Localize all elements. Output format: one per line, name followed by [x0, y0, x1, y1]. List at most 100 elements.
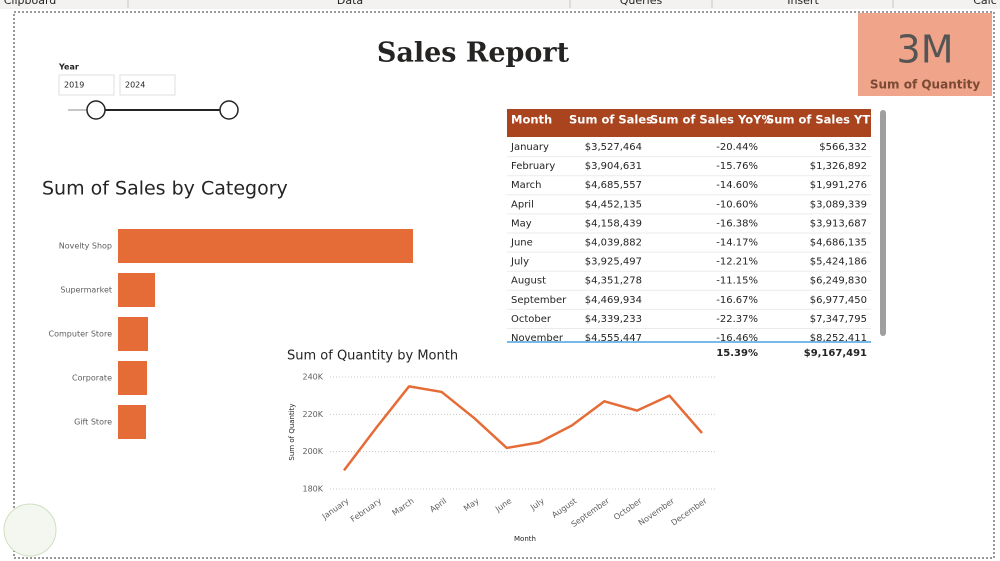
cell: -16.38% — [716, 218, 758, 229]
report-title: Sales Report — [377, 38, 570, 69]
canvas-border — [13, 11, 995, 559]
x-tick-label: February — [349, 496, 383, 524]
cell: $6,249,830 — [810, 276, 867, 287]
cell: -11.15% — [716, 276, 758, 287]
cell: July — [510, 257, 529, 268]
bar-chart-title: Sum of Sales by Category — [42, 178, 288, 200]
cell: May — [511, 218, 532, 229]
cell: October — [511, 314, 552, 325]
column-header: Sum of Sales YoY% — [650, 113, 773, 127]
cell: $3,904,631 — [585, 161, 642, 172]
cell: September — [511, 295, 567, 306]
slicer-title: Year — [58, 63, 79, 72]
table-clip — [507, 342, 871, 372]
cell: April — [511, 199, 534, 210]
x-tick-label: July — [528, 496, 546, 512]
cell: $4,555,447 — [585, 333, 642, 344]
line — [343, 385, 703, 472]
cell: $6,977,450 — [810, 295, 867, 306]
cell: March — [511, 180, 541, 191]
y-tick-label: 240K — [302, 373, 323, 382]
cell: -16.46% — [716, 333, 758, 344]
bar — [118, 317, 148, 351]
y-tick-label: 220K — [302, 410, 323, 419]
cell: -10.60% — [716, 199, 758, 210]
x-tick-label: June — [493, 496, 513, 514]
category-label: Gift Store — [74, 418, 112, 427]
cell: $4,469,934 — [585, 295, 642, 306]
total-yoy: 15.39% — [716, 348, 758, 359]
cell: $8,252,411 — [810, 333, 867, 344]
cell: $3,925,497 — [585, 257, 642, 268]
column-header: Sum of Sales YTD — [766, 113, 880, 127]
category-label: Novelty Shop — [59, 242, 112, 251]
ribbon-group: Clipboard — [4, 0, 57, 7]
y-tick-label: 180K — [302, 485, 323, 494]
slicer-to-box[interactable] — [119, 74, 176, 96]
category-label: Computer Store — [49, 330, 113, 339]
cell: $1,991,276 — [810, 180, 867, 191]
cell: August — [511, 276, 546, 287]
slicer-from: 2019 — [64, 81, 84, 90]
ribbon — [0, 0, 1000, 9]
bar — [118, 229, 413, 263]
x-tick-label: August — [550, 496, 578, 519]
cell: November — [511, 333, 564, 344]
category-label: Corporate — [72, 374, 112, 383]
cell: -20.44% — [716, 142, 758, 153]
card[interactable] — [858, 13, 992, 96]
cell: $3,913,687 — [810, 218, 867, 229]
slider-handle[interactable] — [219, 100, 239, 120]
bar — [118, 273, 155, 307]
card-value: 3M — [897, 28, 954, 72]
x-tick-label: April — [428, 496, 448, 514]
cell: $3,527,464 — [585, 142, 642, 153]
total-ytd: $9,167,491 — [804, 348, 867, 359]
x-tick-label: January — [320, 496, 351, 521]
ribbon-group: Insert — [787, 0, 819, 7]
cell: -16.67% — [716, 295, 758, 306]
cell: $4,039,882 — [585, 238, 642, 249]
bar — [118, 361, 147, 395]
cell: $4,158,439 — [585, 218, 642, 229]
ribbon-group: Calc — [973, 0, 997, 7]
line-chart-title: Sum of Quantity by Month — [287, 349, 458, 364]
table-header — [507, 109, 871, 137]
y-axis-title: Sum of Quantity — [288, 403, 296, 460]
cell: February — [511, 161, 555, 172]
card-label: Sum of Quantity — [870, 78, 980, 92]
x-tick-label: December — [669, 496, 709, 528]
cell: -14.60% — [716, 180, 758, 191]
cell: $1,326,892 — [810, 161, 867, 172]
cell: January — [510, 142, 549, 153]
slider-handle[interactable] — [86, 100, 106, 120]
cell: $4,452,135 — [585, 199, 642, 210]
column-header: Sum of Sales — [569, 113, 653, 127]
scrollbar[interactable] — [880, 110, 886, 336]
logo — [3, 503, 57, 557]
x-axis-title: Month — [514, 535, 536, 543]
category-label: Supermarket — [60, 286, 112, 295]
cell: -14.17% — [716, 238, 758, 249]
cell: -22.37% — [716, 314, 758, 325]
cell: $5,424,186 — [810, 257, 867, 268]
cell: $566,332 — [819, 142, 867, 153]
slicer-from-box[interactable] — [58, 74, 115, 96]
cell: $4,685,557 — [585, 180, 642, 191]
x-tick-label: May — [462, 496, 481, 513]
ribbon-group: Queries — [620, 0, 663, 7]
x-tick-label: March — [391, 496, 416, 517]
bar — [118, 405, 146, 439]
cell: $4,351,278 — [585, 276, 642, 287]
ribbon-group: Data — [337, 0, 363, 7]
cell: $4,339,233 — [585, 314, 642, 325]
cell: $4,686,135 — [810, 238, 867, 249]
column-header: Month — [511, 113, 552, 127]
cell: June — [510, 238, 533, 249]
cell: -12.21% — [716, 257, 758, 268]
slicer-to: 2024 — [125, 81, 145, 90]
cell: $3,089,339 — [810, 199, 867, 210]
cell: $7,347,795 — [810, 314, 867, 325]
